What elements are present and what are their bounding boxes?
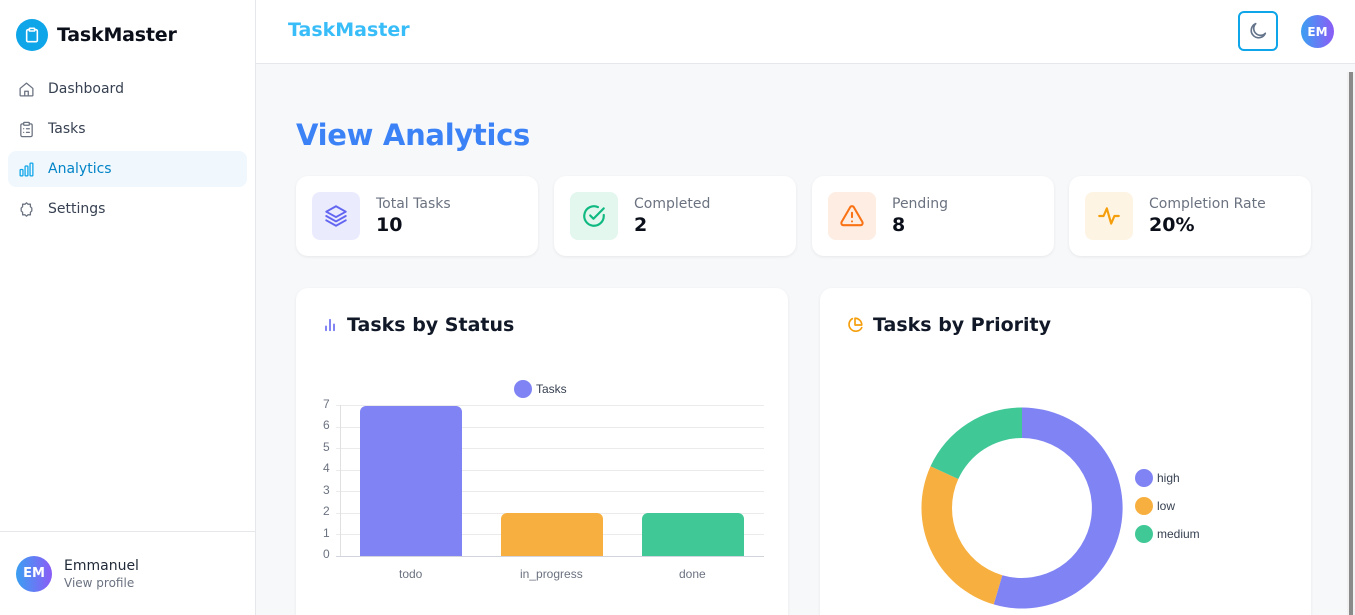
page-title: View Analytics [296,118,530,152]
stat-value: 10 [376,214,403,236]
bar-chart-icon [325,318,335,332]
stat-label: Total Tasks [376,196,451,212]
y-tick: 2 [323,504,330,518]
legend-swatch [1135,469,1153,487]
gridline [336,427,764,428]
app-title: TaskMaster [288,19,410,41]
stat-label: Completed [634,196,711,212]
x-tick: todo [399,567,423,581]
bar-in-progress[interactable] [501,513,603,556]
y-tick: 4 [323,461,330,475]
legend-item-medium[interactable]: medium [1135,525,1200,543]
stat-card-completed: Completed 2 [554,176,796,256]
panel-title: Tasks by Status [347,314,515,336]
y-tick: 5 [323,440,330,454]
layers-icon [312,192,360,240]
gridline [336,470,764,471]
y-tick: 6 [323,418,330,432]
legend-label: medium [1157,527,1200,541]
x-tick: done [679,567,706,581]
theme-toggle-button[interactable] [1238,11,1278,51]
gridline [336,491,764,492]
bar-todo[interactable] [360,406,462,556]
legend-label: low [1157,499,1176,513]
header-avatar[interactable]: EM [1301,15,1334,48]
stat-value: 2 [634,214,648,236]
bar-chart-icon [19,161,34,177]
home-icon [19,81,34,97]
y-axis-line [340,405,341,556]
sidebar-item-analytics[interactable]: Analytics [8,151,247,187]
panel-title: Tasks by Priority [873,314,1052,336]
clipboard-icon [16,19,48,51]
y-tick: 3 [323,483,330,497]
slice-medium[interactable] [930,407,1023,479]
gridline [336,405,764,406]
clipboard-list-icon [20,121,33,137]
view-profile-link[interactable]: View profile [64,575,135,590]
check-circle-icon [570,192,618,240]
sidebar-item-dashboard[interactable]: Dashboard [8,71,247,107]
scrollbar[interactable] [1347,72,1355,615]
legend-label: high [1157,471,1180,485]
sidebar-item-settings[interactable]: Settings [8,191,247,227]
stat-card-completion-rate: Completion Rate 20% [1069,176,1311,256]
sidebar: TaskMaster Dashboard Tasks Analytics Set… [0,0,256,615]
stat-label: Pending [892,196,948,212]
stat-card-pending: Pending 8 [812,176,1054,256]
sidebar-item-label: Settings [48,201,106,217]
brand[interactable]: TaskMaster [16,19,177,51]
y-tick: 1 [323,526,330,540]
x-axis-line [336,556,764,557]
scroll-thumb[interactable] [1349,72,1353,615]
stat-value: 20% [1149,214,1195,236]
avatar: EM [16,555,52,592]
user-profile[interactable]: EM Emmanuel View profile [0,531,255,615]
y-tick: 7 [323,397,330,411]
topbar: TaskMaster EM [256,0,1355,64]
bar-done[interactable] [642,513,744,556]
brand-name: TaskMaster [57,24,177,46]
stat-value: 8 [892,214,906,236]
y-tick: 0 [323,547,330,561]
moon-icon [1250,22,1267,39]
legend-swatch [1135,497,1153,515]
sidebar-nav: Dashboard Tasks Analytics Settings [8,71,247,231]
sidebar-item-label: Analytics [48,161,112,177]
legend-swatch [1135,525,1153,543]
activity-icon [1085,192,1133,240]
tasks-by-status-panel: Tasks by Status Tasks 7 6 5 4 3 2 1 0 to… [296,288,788,615]
user-name: Emmanuel [64,557,139,574]
legend-item-low[interactable]: low [1135,497,1175,515]
stat-label: Completion Rate [1149,196,1266,212]
sidebar-item-label: Tasks [48,121,86,137]
pie-chart-icon [848,317,863,332]
gridline [336,448,764,449]
tasks-by-priority-panel: Tasks by Priority high low medium [820,288,1311,615]
slice-high[interactable] [993,407,1123,609]
legend-label: Tasks [536,382,567,396]
sidebar-item-label: Dashboard [48,81,124,97]
legend-item-high[interactable]: high [1135,469,1180,487]
chart-legend-tasks[interactable]: Tasks [514,380,567,398]
legend-swatch [514,380,532,398]
alert-triangle-icon [828,192,876,240]
x-tick: in_progress [520,567,583,581]
stat-card-total-tasks: Total Tasks 10 [296,176,538,256]
doughnut [921,407,1123,609]
sidebar-item-tasks[interactable]: Tasks [8,111,247,147]
slice-low[interactable] [921,466,1003,605]
gear-icon [20,201,33,217]
